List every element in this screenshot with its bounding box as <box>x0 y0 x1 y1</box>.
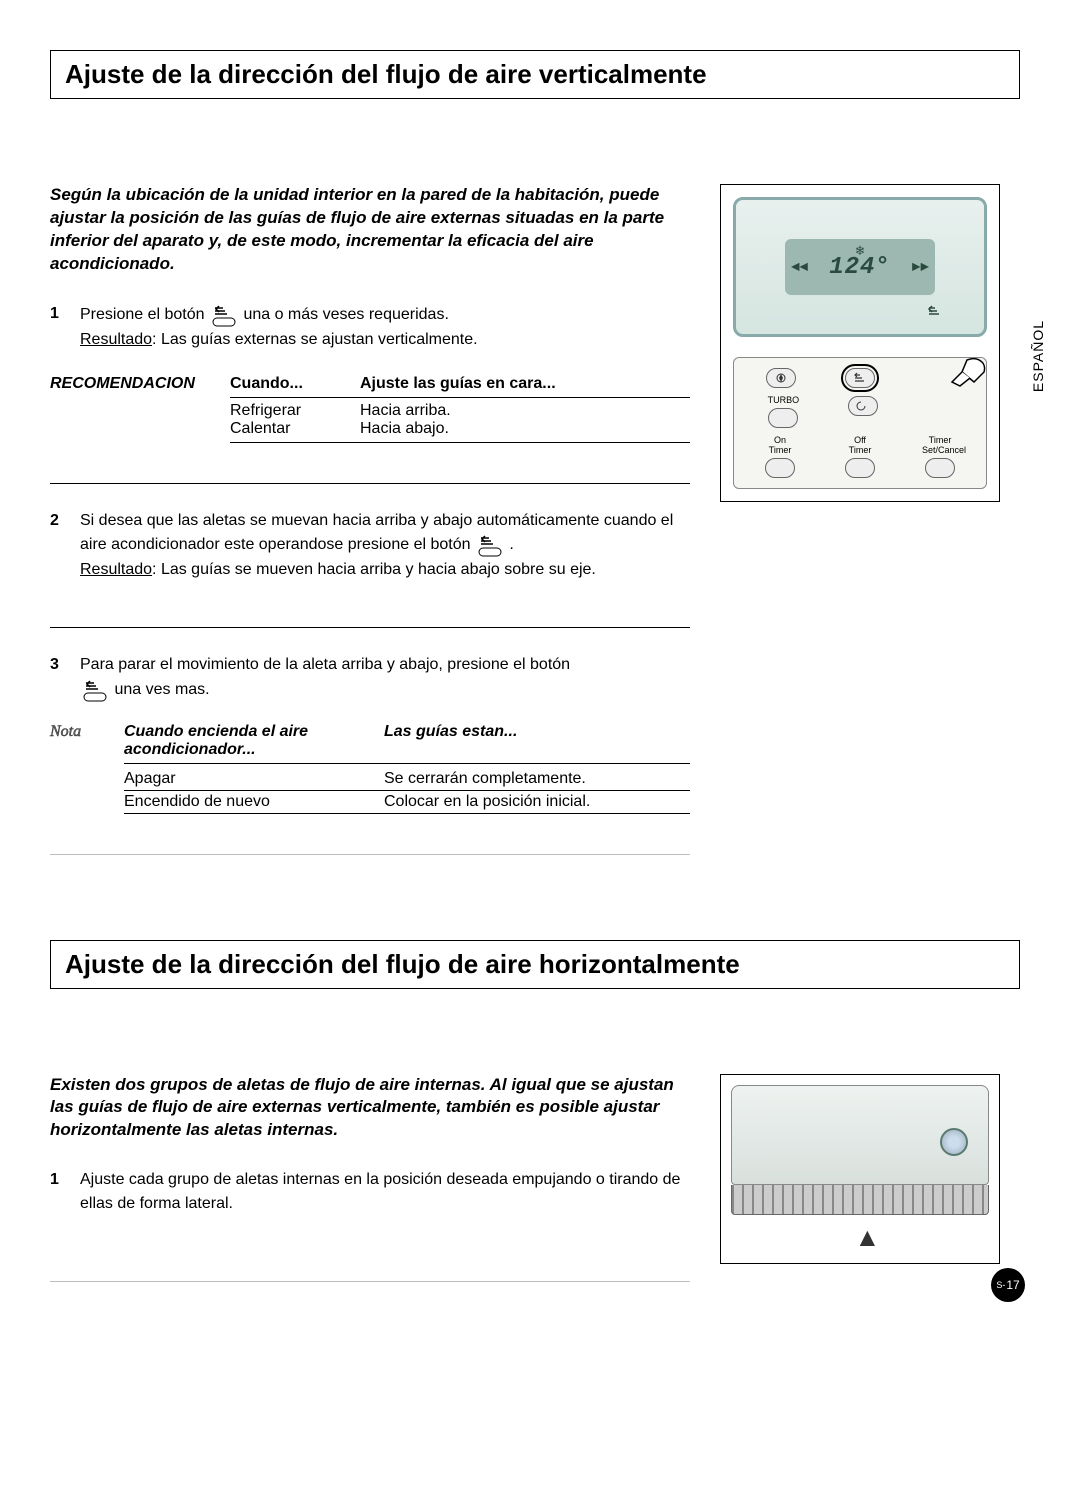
step1-pre: Presione el botón <box>80 306 205 323</box>
fan-button[interactable] <box>766 368 796 388</box>
note-cell: Se cerrarán completamente. <box>384 770 690 788</box>
language-tab: ESPAÑOL <box>1030 320 1046 392</box>
step-2: 2 Si desea que las aletas se muevan haci… <box>50 509 690 587</box>
set-cancel-button[interactable] <box>925 458 955 478</box>
swing-button-icon <box>475 532 505 558</box>
section2-title: Ajuste de la dirección del flujo de aire… <box>65 949 1005 980</box>
step-number: 1 <box>50 1168 68 1214</box>
page-number: 17 <box>1006 1278 1019 1292</box>
swing-button-icon <box>209 302 239 328</box>
divider <box>50 627 690 628</box>
on-timer-label: On Timer <box>762 436 798 456</box>
remote-button-panel: TURBO On Timer <box>733 357 987 489</box>
step2-result: : Las guías se mueven hacia arriba y hac… <box>152 561 596 578</box>
section1-title: Ajuste de la dirección del flujo de aire… <box>65 59 1005 90</box>
ac-knob-icon <box>940 1128 968 1156</box>
note-head-col2: Las guías estan... <box>384 723 690 759</box>
step1-result: : Las guías externas se ajustan vertical… <box>152 331 478 348</box>
table-row: Calentar Hacia abajo. <box>230 420 690 443</box>
ac-unit-illustration: ▲ <box>720 1074 1000 1264</box>
section2-title-box: Ajuste de la dirección del flujo de aire… <box>50 940 1020 989</box>
ac-vents <box>731 1185 989 1215</box>
on-timer-button[interactable] <box>765 458 795 478</box>
step3-post: una ves mas. <box>114 681 209 698</box>
note-head-col1: Cuando encienda el aire acondicionador..… <box>124 723 384 759</box>
rec-head-col2: Ajuste las guías en cara... <box>360 375 690 393</box>
table-row: Encendido de nuevo Colocar en la posició… <box>124 791 690 814</box>
divider <box>50 483 690 484</box>
note-block: Nota Cuando encienda el aire acondiciona… <box>50 723 690 814</box>
remote-illustration: ❄ ◀◀ 124° ▶▶ <box>720 184 1000 502</box>
section2-step1-text: Ajuste cada grupo de aletas internas en … <box>80 1168 690 1214</box>
recommendation-label: RECOMENDACION <box>50 375 210 443</box>
swing-indicator-icon <box>926 305 944 322</box>
note-cell: Encendido de nuevo <box>124 793 384 811</box>
rec-cell: Hacia arriba. <box>360 402 690 420</box>
off-timer-button[interactable] <box>845 458 875 478</box>
page-prefix: S- <box>996 1280 1005 1290</box>
swing-button[interactable] <box>845 368 875 388</box>
arrow-left-icon: ◀◀ <box>791 259 808 276</box>
divider-light <box>50 1281 690 1282</box>
section2-intro: Existen dos grupos de aletas de flujo de… <box>50 1074 690 1143</box>
rec-head-col1: Cuando... <box>230 375 360 393</box>
turbo-label: TURBO <box>765 396 801 406</box>
snowflake-icon: ❄ <box>856 243 864 260</box>
arrow-right-icon: ▶▶ <box>912 259 929 276</box>
note-cell: Apagar <box>124 770 384 788</box>
turbo-button[interactable] <box>768 408 798 428</box>
recommendation-table: Cuando... Ajuste las guías en cara... Re… <box>230 375 690 443</box>
up-arrow-icon: ▲ <box>854 1222 880 1253</box>
step-3: 3 Para parar el movimiento de la aleta a… <box>50 653 690 708</box>
table-row: Refrigerar Hacia arriba. <box>230 402 690 420</box>
step2-text: Si desea que las aletas se muevan hacia … <box>80 512 673 553</box>
table-row: Apagar Se cerrarán completamente. <box>124 768 690 791</box>
swing-button-icon <box>80 677 110 703</box>
divider-light <box>50 854 690 855</box>
sleep-button[interactable] <box>848 396 878 416</box>
note-cell: Colocar en la posición inicial. <box>384 793 690 811</box>
step3-text: Para parar el movimiento de la aleta arr… <box>80 656 570 673</box>
page-number-badge: S-17 <box>991 1268 1025 1302</box>
step-number: 3 <box>50 653 68 702</box>
period: . <box>509 536 513 553</box>
lcd-screen: ❄ ◀◀ 124° ▶▶ <box>785 239 935 295</box>
rec-cell: Calentar <box>230 420 360 438</box>
section1-title-box: Ajuste de la dirección del flujo de aire… <box>50 50 1020 99</box>
result-label: Resultado <box>80 331 152 348</box>
rec-cell: Hacia abajo. <box>360 420 690 438</box>
step-1: 1 Presione el botón una o más veses requ… <box>50 302 690 357</box>
section1-intro: Según la ubicación de la unidad interior… <box>50 184 690 276</box>
off-timer-label: Off Timer <box>842 436 878 456</box>
section2-step-1: 1 Ajuste cada grupo de aletas internas e… <box>50 1168 690 1220</box>
step-number: 2 <box>50 509 68 581</box>
remote-display: ❄ ◀◀ 124° ▶▶ <box>733 197 987 337</box>
note-label: Nota <box>50 723 106 814</box>
result-label: Resultado <box>80 561 152 578</box>
note-table: Cuando encienda el aire acondicionador..… <box>124 723 690 814</box>
rec-cell: Refrigerar <box>230 402 360 420</box>
recommendation-block: RECOMENDACION Cuando... Ajuste las guías… <box>50 375 690 443</box>
step1-post: una o más veses requeridas. <box>243 306 448 323</box>
step-number: 1 <box>50 302 68 351</box>
set-cancel-label: Timer Set/Cancel <box>922 436 958 456</box>
ac-unit-body <box>731 1085 989 1185</box>
